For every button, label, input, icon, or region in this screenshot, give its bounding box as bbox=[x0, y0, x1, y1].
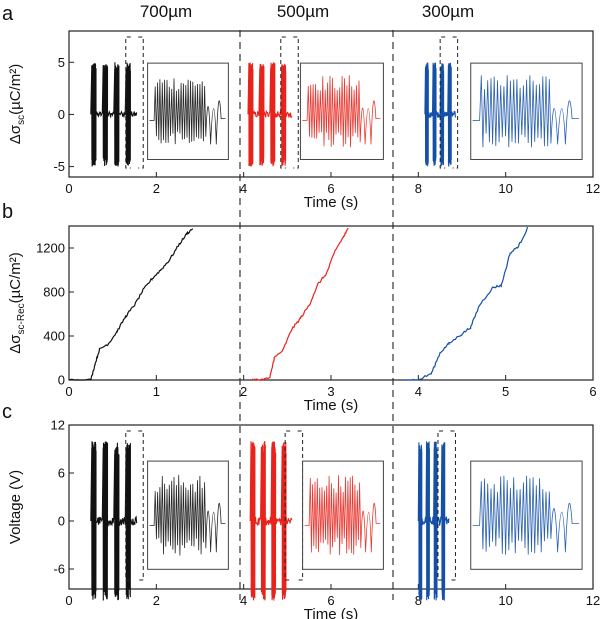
x-axis-label: Time (s) bbox=[304, 194, 358, 211]
x-tick-label: 12 bbox=[586, 181, 600, 196]
y-axis-label: Δσsc-Rec(µC/m²) bbox=[7, 252, 27, 354]
zoom-inset-signal bbox=[302, 75, 381, 148]
panel-label-a: a bbox=[2, 3, 14, 25]
cumulative-series-2 bbox=[405, 226, 529, 381]
x-tick-label: 4 bbox=[240, 593, 247, 608]
x-tick-label: 8 bbox=[415, 593, 422, 608]
zoom-inset-signal bbox=[472, 475, 580, 555]
cumulative-series-1 bbox=[251, 228, 349, 382]
signal-burst-1 bbox=[247, 62, 293, 167]
zoom-inset-signal bbox=[149, 78, 226, 145]
x-tick-label: 2 bbox=[153, 181, 160, 196]
x-tick-label: 4 bbox=[415, 384, 422, 399]
signal-burst-1 bbox=[249, 441, 293, 601]
x-tick-label: 5 bbox=[502, 384, 509, 399]
zoom-bracket-left bbox=[284, 430, 291, 581]
x-tick-label: 6 bbox=[327, 181, 334, 196]
y-tick-label: 6 bbox=[58, 466, 65, 481]
signal-burst-2 bbox=[417, 441, 450, 601]
signal-burst-2 bbox=[424, 62, 456, 167]
x-tick-label: 3 bbox=[327, 384, 334, 399]
y-axis-label: Δσsc(µC/m²) bbox=[7, 64, 27, 144]
x-tick-label: 1 bbox=[153, 384, 160, 399]
x-tick-label: 12 bbox=[586, 593, 600, 608]
y-tick-label: 0 bbox=[58, 373, 65, 388]
zoom-bracket-right bbox=[450, 430, 456, 581]
zoom-bracket-right bbox=[293, 36, 299, 169]
zoom-bracket-right bbox=[138, 430, 144, 581]
y-tick-label: -5 bbox=[53, 159, 65, 174]
zoom-bracket-left bbox=[125, 430, 131, 581]
x-axis-label: Time (s) bbox=[304, 397, 358, 414]
zoom-bracket-right bbox=[452, 36, 459, 169]
y-tick-label: 1200 bbox=[36, 241, 65, 256]
x-tick-label: 2 bbox=[240, 384, 247, 399]
zoom-inset-frame bbox=[470, 62, 583, 160]
x-tick-label: 0 bbox=[65, 384, 72, 399]
y-tick-label: -6 bbox=[53, 562, 65, 577]
zoom-inset-signal bbox=[304, 475, 381, 556]
y-tick-label: 5 bbox=[58, 55, 65, 70]
signal-burst-0 bbox=[90, 62, 138, 167]
x-tick-label: 10 bbox=[498, 181, 512, 196]
x-tick-label: 10 bbox=[498, 593, 512, 608]
y-tick-label: 0 bbox=[58, 514, 65, 529]
y-tick-label: 12 bbox=[51, 418, 65, 433]
x-tick-label: 8 bbox=[415, 181, 422, 196]
zoom-bracket-left bbox=[439, 36, 446, 169]
cumulative-series-0 bbox=[68, 228, 194, 381]
y-tick-label: 800 bbox=[43, 285, 65, 300]
x-tick-label: 0 bbox=[65, 593, 72, 608]
y-axis-label: Voltage (V) bbox=[7, 470, 24, 544]
x-tick-label: 6 bbox=[589, 384, 596, 399]
zoom-bracket-right bbox=[297, 430, 304, 581]
zoom-inset-frame bbox=[147, 62, 229, 160]
panel-c: 0 2 4 6 8 10 12 -6 0 6 12 Time (s) Voltage (V) bbox=[7, 418, 600, 619]
zoom-inset-signal bbox=[472, 75, 580, 148]
zoom-bracket-left bbox=[125, 36, 131, 169]
x-axis-label: Time (s) bbox=[304, 606, 358, 619]
column-header-0: 700µm bbox=[140, 2, 192, 21]
column-header-1: 500µm bbox=[277, 2, 329, 21]
zoom-inset-frame bbox=[147, 460, 229, 570]
x-tick-label: 6 bbox=[327, 593, 334, 608]
panel-label-c: c bbox=[2, 401, 12, 423]
zoom-inset-signal bbox=[149, 474, 226, 556]
panel-b: 0 1 2 3 4 5 6 0 400 800 1200 Time (s) Δσsc-Rec(µC/m²… bbox=[7, 225, 597, 414]
panel-label-b: b bbox=[2, 201, 13, 223]
x-tick-label: 4 bbox=[240, 181, 247, 196]
zoom-bracket-right bbox=[138, 36, 144, 169]
y-tick-label: 0 bbox=[58, 107, 65, 122]
column-header-2: 300µm bbox=[422, 2, 474, 21]
zoom-bracket-left bbox=[280, 36, 286, 169]
signal-burst-0 bbox=[90, 441, 138, 601]
y-tick-label: 400 bbox=[43, 329, 65, 344]
zoom-bracket-left bbox=[437, 430, 443, 581]
x-tick-label: 2 bbox=[153, 593, 160, 608]
x-tick-label: 0 bbox=[65, 181, 72, 196]
